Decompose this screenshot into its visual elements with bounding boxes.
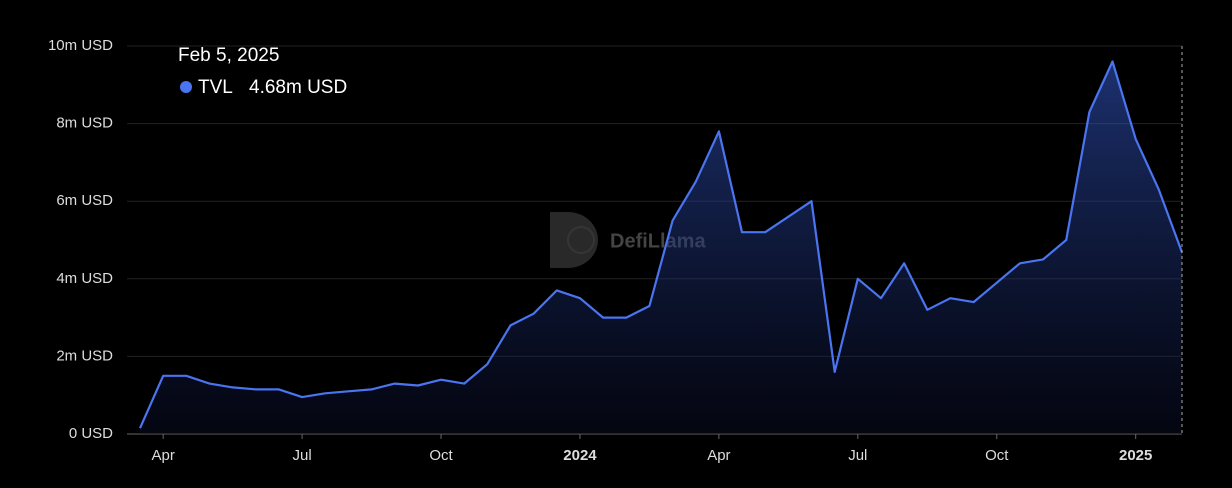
x-tick-label: 2024 <box>563 447 597 464</box>
x-tick-label: Jul <box>292 447 311 464</box>
y-tick-label: 4m USD <box>56 270 113 287</box>
tooltip-marker <box>180 81 192 93</box>
x-tick-label: Apr <box>707 447 730 464</box>
tooltip-series: TVL <box>198 77 233 98</box>
tooltip-value: 4.68m USD <box>249 77 347 98</box>
line <box>138 60 1184 429</box>
x-tick-label: Apr <box>151 447 174 464</box>
x-tick-label: Jul <box>848 447 867 464</box>
y-tick-label: 2m USD <box>56 347 113 364</box>
x-tick-label: Oct <box>429 447 453 464</box>
y-tick-label: 6m USD <box>56 192 113 209</box>
area <box>140 61 1182 434</box>
y-tick-label: 10m USD <box>48 37 113 54</box>
x-tick-label: 2025 <box>1119 447 1152 464</box>
y-tick-label: 0 USD <box>69 425 113 442</box>
x-tick-label: Oct <box>985 447 1009 464</box>
watermark-logo <box>550 212 598 268</box>
y-tick-label: 8m USD <box>56 115 113 132</box>
tooltip-date: Feb 5, 2025 <box>178 45 279 66</box>
